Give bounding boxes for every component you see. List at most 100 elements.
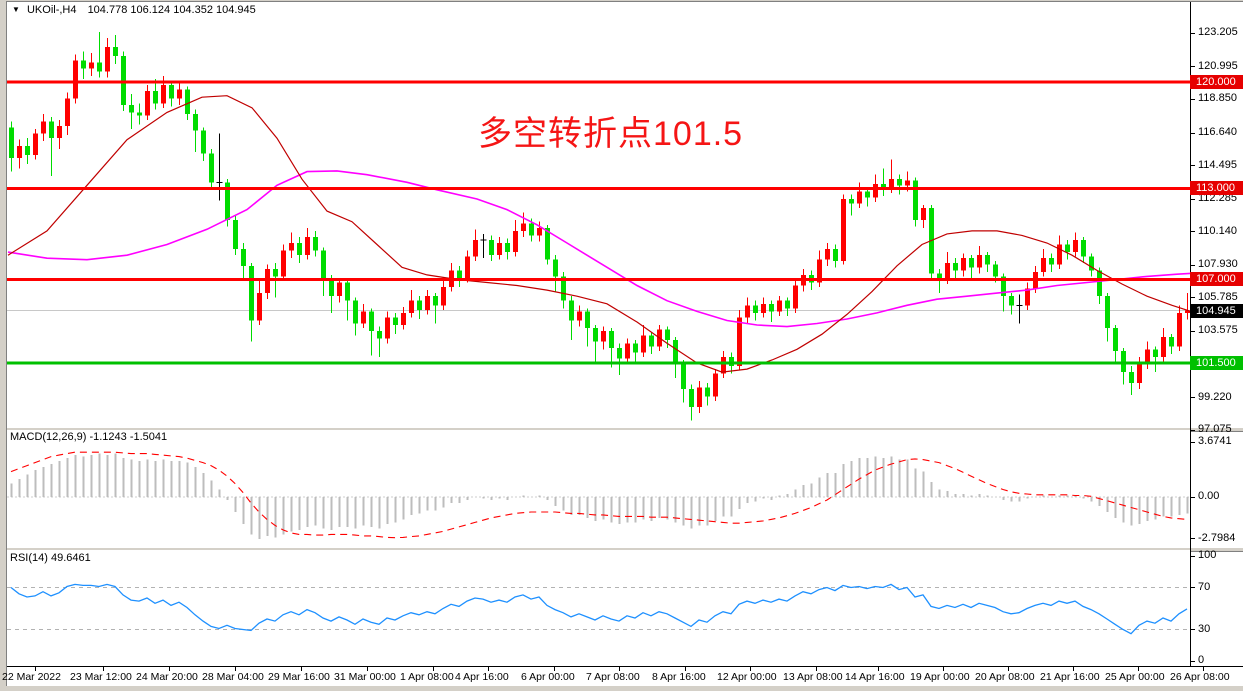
price-tick-label: 107.930 [1198, 258, 1238, 271]
candle [777, 296, 782, 316]
candle [425, 290, 430, 315]
candle [633, 340, 638, 362]
time-axis-label: 14 Apr 16:00 [845, 671, 905, 683]
price-tick-label: 116.640 [1198, 126, 1237, 139]
candle [281, 244, 286, 281]
time-axis-line [7, 666, 1243, 667]
candle [313, 230, 318, 257]
candle [745, 297, 750, 324]
candle [41, 113, 46, 142]
candle [257, 279, 262, 326]
candle [489, 235, 494, 262]
rsi-line [10, 583, 1188, 635]
macd-pane[interactable] [7, 430, 1190, 547]
time-axis-tick [554, 667, 555, 671]
candle [241, 243, 246, 280]
time-axis-label: 4 Apr 16:00 [455, 671, 509, 683]
price-tick-label: 110.140 [1198, 224, 1237, 237]
candle [921, 205, 926, 228]
candle [1073, 232, 1078, 257]
rsi-tick-label: 30 [1198, 622, 1211, 635]
candle [1129, 366, 1134, 395]
chart-header: ▼ UKOil-,H4 104.778 106.124 104.352 104.… [12, 4, 256, 16]
candle [297, 236, 302, 263]
time-axis-label: 13 Apr 08:00 [783, 671, 843, 683]
candle [569, 296, 574, 341]
candle [33, 129, 38, 160]
candle [265, 264, 270, 300]
price-tick-label: 99.220 [1198, 390, 1232, 403]
time-axis-tick [169, 667, 170, 671]
candle [681, 359, 686, 403]
price-tick-dash [1190, 32, 1195, 34]
time-axis-label: 22 Mar 2022 [2, 671, 61, 683]
time-axis-tick [1073, 667, 1074, 671]
candle [649, 332, 654, 354]
time-axis-label: 26 Apr 08:00 [1170, 671, 1230, 683]
price-tick-label: 97.075 [1198, 423, 1232, 436]
candle [793, 280, 798, 313]
time-axis-tick [1138, 667, 1139, 671]
rsi-tick-dash [1190, 587, 1195, 588]
candle [961, 253, 966, 277]
candle [1145, 341, 1150, 370]
time-axis-tick [367, 667, 368, 671]
price-tick-dash [1190, 429, 1195, 431]
candle [761, 297, 766, 318]
candle [17, 139, 22, 169]
rsi-tick-label: 100 [1198, 549, 1217, 561]
candle [625, 338, 630, 365]
candle [1113, 325, 1118, 365]
candle [169, 82, 174, 107]
candle [369, 308, 374, 356]
candle [601, 326, 606, 350]
rsi-tick-label: 70 [1198, 580, 1211, 593]
time-axis-tick [943, 667, 944, 671]
price-tick-dash [1190, 132, 1195, 134]
candle [841, 194, 846, 265]
candle [1081, 236, 1086, 263]
candle [457, 265, 462, 288]
time-axis-label: 25 Apr 00:00 [1105, 671, 1165, 683]
candle [305, 227, 310, 260]
time-axis-tick [685, 667, 686, 671]
candle [1185, 292, 1190, 320]
main-price-chart[interactable] [7, 2, 1190, 427]
candle [1169, 334, 1174, 354]
candle [929, 205, 934, 281]
candle [505, 238, 510, 260]
time-axis-label: 29 Mar 16:00 [268, 671, 330, 683]
candle [9, 121, 14, 172]
candle [1025, 282, 1030, 310]
time-axis-tick [103, 667, 104, 671]
candle [537, 221, 542, 242]
time-axis-label: 8 Apr 16:00 [652, 671, 706, 683]
candle [249, 262, 254, 342]
candle [25, 138, 30, 165]
candle [97, 31, 102, 78]
price-tick-dash [1190, 264, 1195, 266]
macd-label: MACD(12,26,9) -1.1243 -1.5041 [10, 431, 168, 443]
candle [593, 325, 598, 362]
candle [1049, 253, 1054, 272]
rsi-pane[interactable] [7, 550, 1190, 666]
price-tick-label: 105.785 [1198, 290, 1238, 303]
price-tick-dash [1190, 98, 1195, 100]
candle [1177, 305, 1182, 351]
candle [641, 325, 646, 357]
macd-tick-dash [1190, 538, 1195, 540]
candle [737, 309, 742, 371]
candle [1089, 253, 1094, 277]
candle [753, 300, 758, 321]
candle [1016, 294, 1023, 324]
candle [1041, 249, 1046, 277]
candle [57, 119, 62, 149]
symbol-dropdown-icon[interactable]: ▼ [12, 5, 20, 14]
candle [337, 277, 342, 303]
candle [113, 34, 118, 64]
candle [385, 311, 390, 344]
ohlc-readout: 104.778 106.124 104.352 104.945 [87, 4, 256, 16]
candle [441, 280, 446, 310]
time-axis-tick [878, 667, 879, 671]
price-tick-dash [1190, 297, 1195, 299]
